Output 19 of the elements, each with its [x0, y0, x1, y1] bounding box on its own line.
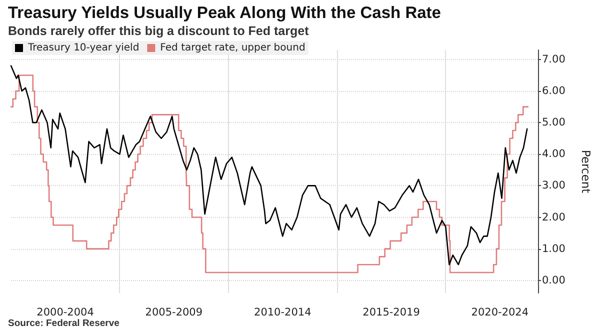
x-tick-label: 2020-2024: [471, 306, 529, 318]
y-tick-label: 3.00: [542, 180, 566, 192]
y-tick-label: 7.00: [542, 53, 566, 66]
x-tick-label: 2005-2009: [145, 306, 203, 318]
y-tick-label: 0.00: [542, 274, 566, 286]
y-tick-label: 1.00: [542, 242, 566, 255]
y-tick-label: 6.00: [542, 85, 566, 98]
x-tick-label: 2010-2014: [254, 306, 312, 318]
y-axis-title: Percent: [579, 150, 593, 194]
x-tick-label: 2000-2004: [36, 306, 94, 318]
legend-label: Fed target rate, upper bound: [160, 42, 306, 54]
chart-subtitle: Bonds rarely offer this big a discount to Fed target: [8, 23, 310, 39]
legend-label: Treasury 10-year yield: [27, 42, 140, 54]
y-tick-label: 5.00: [542, 116, 566, 129]
x-tick-label: 2015-2019: [362, 306, 420, 318]
chart-title: Treasury Yields Usually Peak Along With the Cash Rate: [8, 3, 442, 23]
y-tick-label: 2.00: [542, 211, 566, 224]
source-note: Source: Federal Reserve: [8, 318, 120, 329]
y-tick-label: 4.00: [542, 148, 566, 160]
